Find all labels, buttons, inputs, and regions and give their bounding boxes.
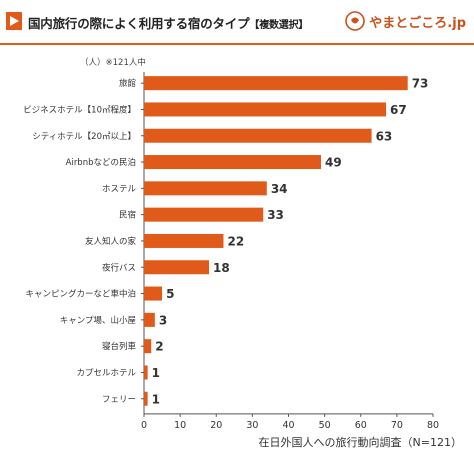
category-label: ホステル — [102, 184, 137, 194]
data-label: 34 — [271, 182, 288, 196]
data-label: 18 — [213, 261, 230, 275]
bar — [144, 76, 408, 91]
brand[interactable]: やまとごころ.jp — [345, 10, 466, 32]
page-title: 国内旅行の際によく利用する宿のタイプ【複数選択】 — [28, 13, 308, 32]
data-label: 73 — [412, 77, 429, 91]
data-label: 1 — [152, 366, 160, 380]
bar — [144, 128, 372, 143]
x-tick-label: 20 — [210, 420, 222, 431]
category-label: 友人知人の家 — [85, 236, 137, 247]
data-label: 2 — [155, 340, 163, 354]
data-label: 49 — [325, 156, 342, 170]
category-label: 夜行バス — [102, 262, 136, 273]
x-tick-label: 50 — [319, 420, 331, 431]
category-label: 寝台列車 — [102, 341, 137, 352]
x-tick-label: 60 — [355, 420, 367, 431]
data-label: 22 — [227, 234, 244, 248]
category-label: キャンピングカーなど車中泊 — [25, 289, 136, 300]
bar — [144, 233, 224, 248]
data-label: 1 — [152, 392, 160, 406]
bar — [144, 102, 387, 117]
x-tick-label: 40 — [282, 420, 294, 431]
x-tick-label: 80 — [427, 420, 439, 431]
play-icon — [6, 12, 22, 30]
category-label: ビジネスホテル【10㎡程度】 — [23, 104, 136, 115]
unit-note: （人）※121人中 — [80, 58, 146, 68]
bar — [144, 181, 267, 196]
data-label: 67 — [390, 103, 407, 117]
bar — [144, 155, 322, 170]
bar — [144, 207, 264, 222]
title-main: 国内旅行の際によく利用する宿のタイプ — [28, 16, 250, 31]
bar — [144, 365, 148, 380]
x-tick-label: 70 — [391, 420, 403, 431]
header-divider — [0, 43, 474, 45]
category-label: カプセルホテル — [76, 368, 136, 378]
category-label: 旅館 — [119, 78, 136, 89]
data-label: 63 — [376, 129, 393, 143]
data-label: 5 — [166, 287, 174, 301]
brand-name: やまとごころ.jp — [369, 15, 466, 31]
bar — [144, 339, 152, 354]
header: 国内旅行の際によく利用する宿のタイプ【複数選択】 やまとごころ.jp — [0, 0, 474, 44]
bar — [144, 312, 155, 327]
source-note: 在日外国人への旅行動向調査（N=121） — [258, 436, 462, 449]
bar — [144, 391, 148, 406]
yamato-logo-icon — [345, 11, 366, 31]
category-label: シティホテル【20㎡以上】 — [32, 132, 136, 142]
x-tick-label: 30 — [246, 420, 258, 431]
x-tick-label: 0 — [141, 420, 147, 431]
title-subtitle: 【複数選択】 — [249, 20, 309, 31]
category-label: キャンプ場、山小屋 — [60, 315, 137, 326]
data-label: 33 — [267, 208, 284, 222]
category-label: フェリー — [102, 395, 136, 405]
category-label: 民宿 — [119, 210, 136, 221]
bar — [144, 286, 163, 301]
x-tick-label: 10 — [174, 420, 186, 431]
bar — [144, 260, 210, 275]
data-label: 3 — [159, 313, 167, 327]
category-label: Airbnbなどの民泊 — [66, 157, 136, 168]
